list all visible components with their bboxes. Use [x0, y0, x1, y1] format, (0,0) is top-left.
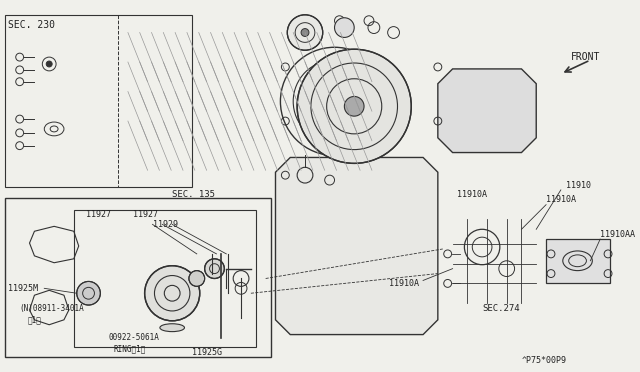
Circle shape [297, 49, 412, 163]
Circle shape [301, 29, 309, 36]
Text: 11927: 11927 [86, 210, 111, 219]
Text: 11927: 11927 [133, 210, 158, 219]
Bar [5, 198, 271, 357]
Polygon shape [438, 69, 536, 153]
Bar [5, 15, 192, 187]
Text: 11929: 11929 [152, 220, 177, 229]
Circle shape [326, 93, 342, 109]
Text: 11910A: 11910A [457, 190, 487, 199]
Text: 00922-5061A: 00922-5061A [108, 333, 159, 342]
Text: SEC.274: SEC.274 [482, 304, 520, 312]
Text: (N)08911-3401A: (N)08911-3401A [20, 304, 84, 312]
Text: （1）: （1） [28, 315, 42, 324]
Text: 11925G: 11925G [192, 348, 222, 357]
Polygon shape [275, 157, 438, 334]
Circle shape [189, 270, 205, 286]
Text: SEC. 230: SEC. 230 [8, 20, 55, 30]
Text: 11925M: 11925M [8, 284, 38, 293]
Circle shape [46, 61, 52, 67]
Bar [74, 209, 256, 347]
Circle shape [77, 282, 100, 305]
Text: RING（1）: RING（1） [113, 345, 145, 354]
Text: ^P75*00P9: ^P75*00P9 [522, 356, 566, 365]
Bar [546, 239, 610, 283]
Text: 11910AA: 11910AA [600, 230, 635, 239]
Text: 11910A: 11910A [546, 195, 576, 204]
Text: 11910A: 11910A [388, 279, 419, 288]
Circle shape [344, 96, 364, 116]
Text: 11910: 11910 [566, 180, 591, 189]
Text: FRONT: FRONT [571, 52, 600, 62]
Ellipse shape [160, 324, 184, 331]
Circle shape [205, 259, 225, 279]
Text: SEC. 135: SEC. 135 [172, 190, 215, 199]
Circle shape [335, 18, 354, 38]
Circle shape [287, 15, 323, 50]
Circle shape [145, 266, 200, 321]
